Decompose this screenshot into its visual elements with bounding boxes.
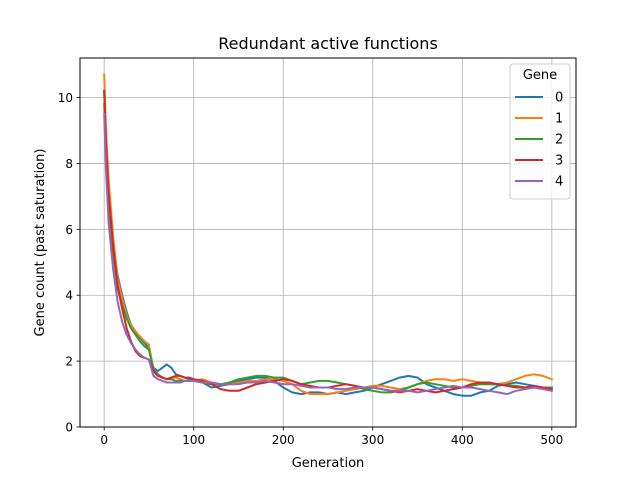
legend-title: Gene <box>523 68 557 83</box>
legend: Gene 0 1 2 3 4 <box>509 63 571 200</box>
legend-label: 0 <box>555 91 563 106</box>
y-axis-label: Gene count (past saturation) <box>33 149 48 337</box>
x-axis-label: Generation <box>292 456 365 471</box>
x-tick-label: 500 <box>540 433 563 447</box>
y-tick-label: 0 <box>65 421 73 435</box>
x-tick-label: 200 <box>272 433 295 447</box>
grid <box>80 58 576 428</box>
legend-label: 2 <box>555 133 563 148</box>
series-line-4 <box>103 112 553 396</box>
y-tick-label: 8 <box>65 157 73 171</box>
y-tick-label: 6 <box>65 223 73 237</box>
legend-label: 4 <box>555 175 563 190</box>
x-tick-label: 0 <box>100 433 108 447</box>
x-tick-label: 300 <box>361 433 384 447</box>
x-tick-label: 100 <box>182 433 205 447</box>
plot-frame <box>79 57 577 428</box>
y-tick-label: 2 <box>65 355 73 369</box>
y-tick-label: 10 <box>58 91 73 105</box>
chart-title: Redundant active functions <box>218 34 438 53</box>
legend-label: 1 <box>555 112 563 127</box>
legend-label: 3 <box>555 154 563 169</box>
series-lines <box>103 73 554 397</box>
y-tick-label: 4 <box>65 289 73 303</box>
x-tick-label: 400 <box>451 433 474 447</box>
